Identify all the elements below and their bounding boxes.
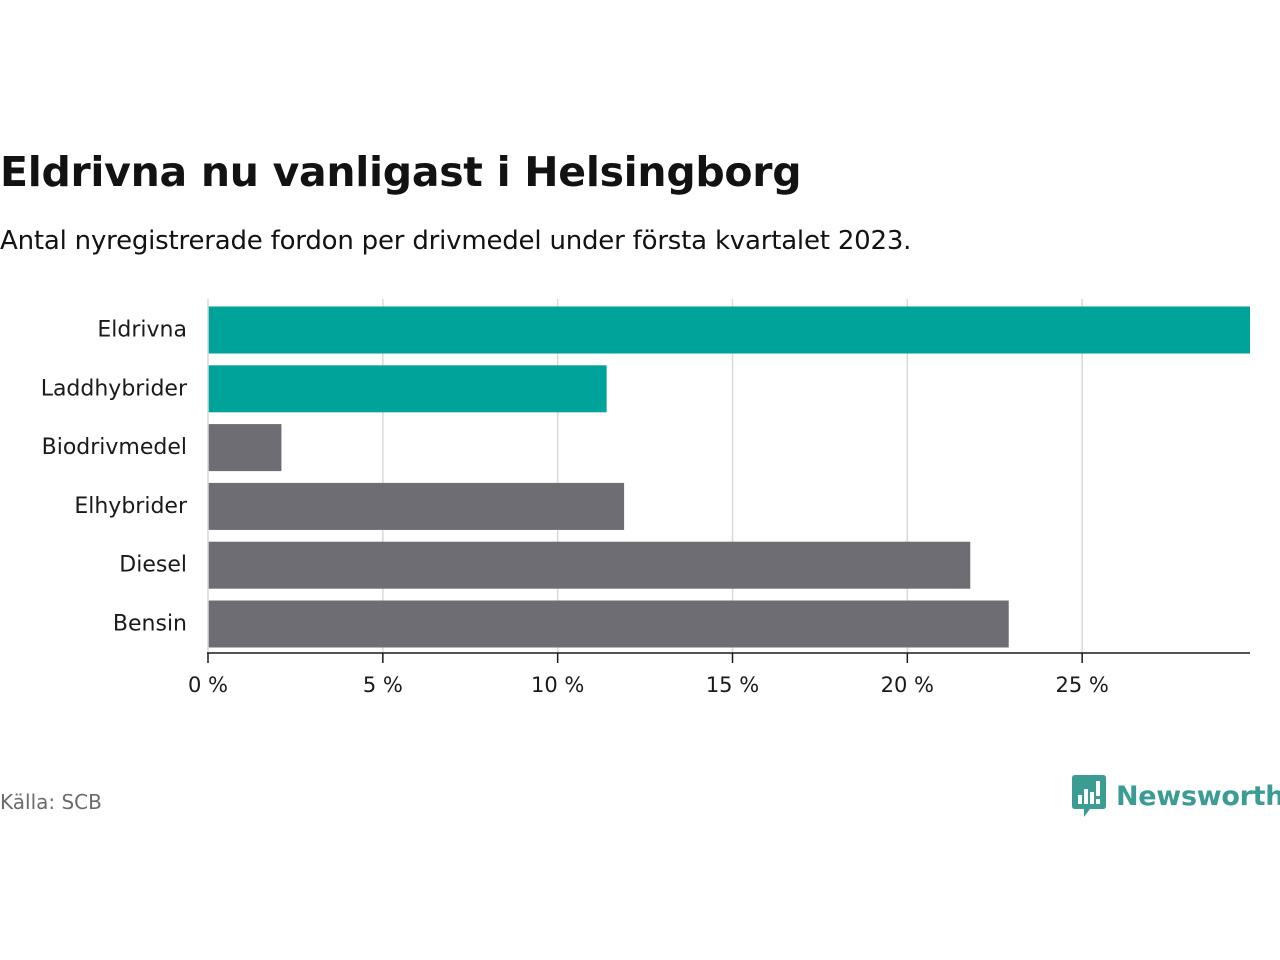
brand-name: Newsworthy <box>1116 780 1280 812</box>
category-label-diesel: Diesel <box>119 553 187 578</box>
source-note: Källa: SCB <box>0 790 102 814</box>
category-label-bensin: Bensin <box>113 612 187 637</box>
x-tick-label-0: 0 % <box>188 673 228 697</box>
bar-biodrivmedel <box>208 424 282 472</box>
x-tick-label-3: 15 % <box>706 673 759 697</box>
bar-diesel <box>208 541 971 589</box>
x-tick-label-2: 10 % <box>531 673 584 697</box>
category-label-biodrivmedel: Biodrivmedel <box>42 435 187 460</box>
bar-laddhybrider <box>208 365 607 413</box>
x-tick-label-1: 5 % <box>363 673 403 697</box>
chart-title: Eldrivna nu vanligast i Helsingborg <box>0 148 802 196</box>
newsworthy-logo-icon <box>1072 775 1106 817</box>
newsworthy-brand[interactable]: Newsworthy <box>1072 774 1280 818</box>
bar-eldrivna <box>208 306 1250 354</box>
x-tick-label-5: 25 % <box>1055 673 1108 697</box>
chart-subtitle: Antal nyregistrerade fordon per drivmede… <box>0 226 912 256</box>
bar-elhybrider <box>208 482 625 530</box>
bar-bensin <box>208 600 1009 648</box>
category-label-elhybrider: Elhybrider <box>74 494 188 519</box>
category-label-laddhybrider: Laddhybrider <box>41 376 188 401</box>
category-label-eldrivna: Eldrivna <box>97 318 187 343</box>
x-tick-label-4: 20 % <box>881 673 934 697</box>
